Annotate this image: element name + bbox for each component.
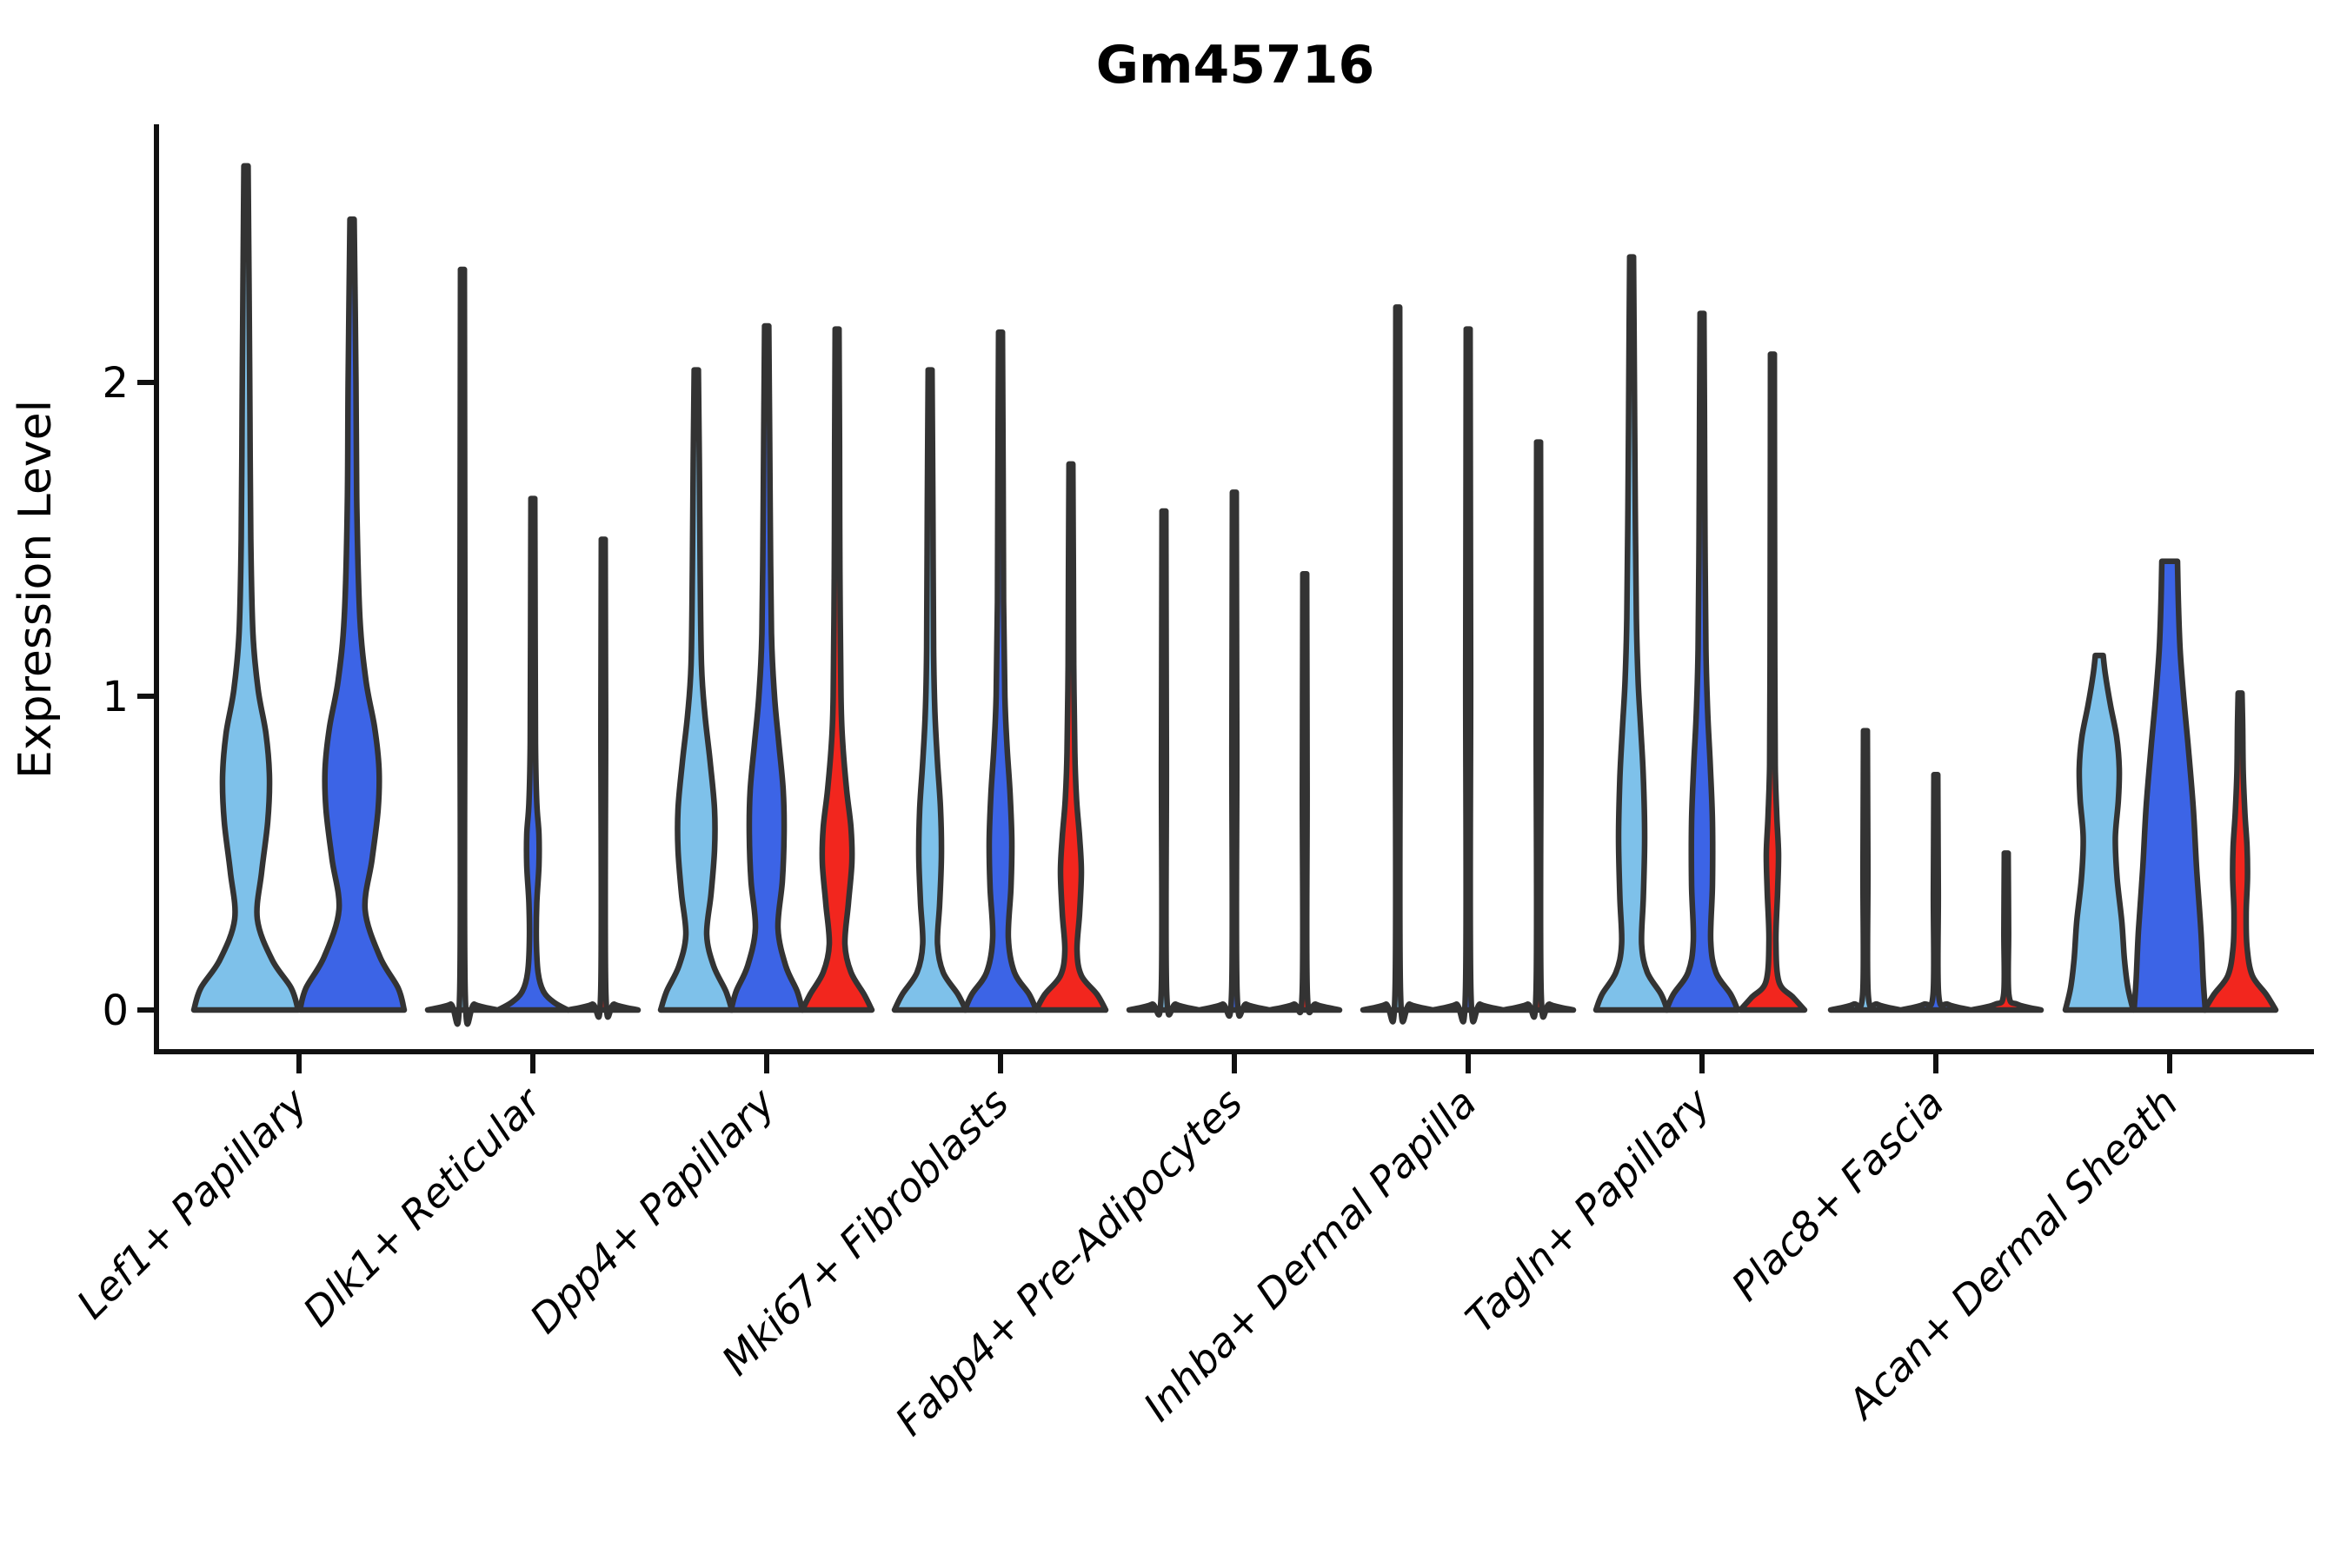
violin-5-lightblue: [1360, 304, 1436, 1025]
x-tick-label-7: Plac8+ Fascia: [1722, 1080, 1952, 1310]
violin-8-red: [2201, 690, 2279, 1013]
violin-1-lightblue: [424, 266, 501, 1027]
violin-7-darkblue: [1898, 772, 1974, 1013]
violin-3-darkblue: [961, 329, 1040, 1013]
violin-6-darkblue: [1663, 310, 1741, 1013]
y-axis-label: Expression Level: [10, 400, 62, 779]
violin-2-darkblue: [728, 322, 806, 1013]
axes-layer: [137, 124, 2314, 1073]
y-tick-label-0: 0: [102, 987, 129, 1035]
violin-6-red: [1737, 351, 1808, 1013]
violin-3-lightblue: [891, 367, 969, 1013]
x-tick-label-2: Dpp4+ Papillary: [521, 1079, 784, 1342]
violin-4-red: [1267, 570, 1343, 1015]
violin-4-lightblue: [1126, 508, 1202, 1018]
violins-layer: [190, 163, 2279, 1027]
violin-1-red: [565, 536, 642, 1020]
violin-8-lightblue: [2062, 652, 2137, 1013]
violin-2-red: [799, 326, 875, 1013]
violin-7-red: [1968, 850, 2044, 1013]
x-tick-label-1: Dlk1+ Reticular: [294, 1077, 552, 1335]
violin-5-darkblue: [1430, 326, 1506, 1025]
violin-3-red: [1033, 461, 1109, 1013]
violin-6-lightblue: [1592, 254, 1671, 1013]
x-tick-label-0: Lef1+ Papillary: [68, 1079, 316, 1327]
violin-4-darkblue: [1196, 489, 1273, 1020]
violin-5-red: [1500, 439, 1577, 1020]
y-tick-label-1: 1: [102, 673, 129, 721]
x-tick-label-6: Tagln+ Papillary: [1456, 1079, 1719, 1342]
y-tick-label-2: 2: [102, 359, 129, 408]
violin-8-darkblue: [2131, 558, 2209, 1013]
violin-0-lightblue: [190, 163, 302, 1013]
violin-2-lightblue: [657, 367, 735, 1013]
violin-7-lightblue: [1827, 728, 1904, 1013]
violin-0-darkblue: [296, 216, 408, 1013]
violin-1-darkblue: [495, 495, 571, 1013]
chart-title: Gm45716: [1096, 35, 1375, 96]
